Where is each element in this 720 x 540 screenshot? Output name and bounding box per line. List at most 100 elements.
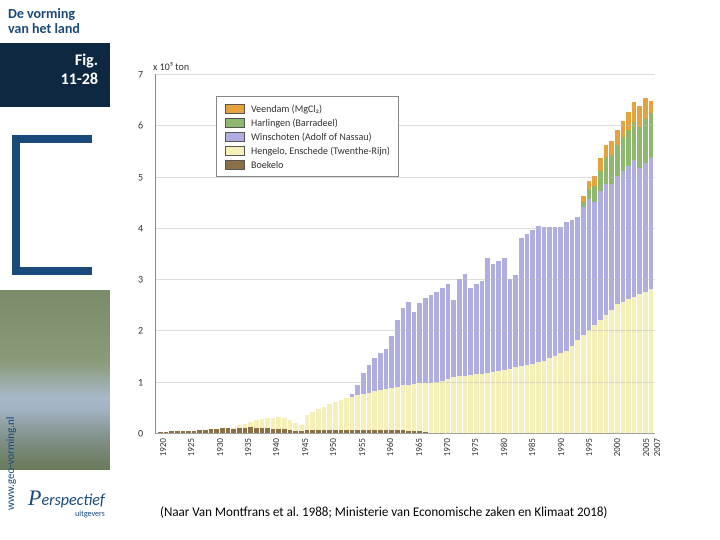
bar — [355, 385, 360, 433]
legend-label: Veendam (MgCl₂) — [251, 102, 322, 115]
bar-segment — [564, 222, 569, 351]
bar — [446, 284, 451, 433]
bar-segment — [496, 371, 501, 433]
caption: (Naar Van Montfrans et al. 1988; Ministe… — [160, 505, 607, 520]
bar-segment — [350, 397, 355, 430]
legend-label: Harlingen (Barradeel) — [251, 116, 338, 129]
bar-segment — [293, 423, 298, 431]
bar-segment — [643, 292, 648, 433]
gridline — [156, 382, 655, 383]
bar-segment — [626, 299, 631, 433]
bar — [299, 425, 304, 433]
bar-segment — [355, 385, 360, 395]
bar — [378, 353, 383, 433]
bar-segment — [615, 304, 620, 433]
bar — [587, 181, 592, 433]
bar-segment — [327, 404, 332, 430]
bar-segment — [626, 112, 631, 130]
legend-swatch — [225, 132, 245, 142]
bar — [536, 226, 541, 433]
bar-segment — [598, 191, 603, 320]
bar-segment — [440, 288, 445, 381]
bar-segment — [525, 234, 530, 365]
bar — [260, 419, 265, 433]
logo-sub: uitgevers — [28, 509, 105, 519]
bar-segment — [621, 137, 626, 170]
bar — [513, 275, 518, 433]
bar — [327, 404, 332, 433]
bar — [530, 230, 535, 433]
fig-label-1: Fig. — [12, 51, 98, 70]
publisher-logo: Perspectief uitgevers — [28, 485, 105, 519]
legend-swatch — [225, 146, 245, 156]
bar-segment — [621, 121, 626, 137]
bar-segment — [615, 176, 620, 305]
bar-segment — [587, 199, 592, 330]
bar-segment — [412, 312, 417, 384]
bar — [643, 98, 648, 433]
gridline — [156, 74, 655, 75]
bar-segment — [570, 220, 575, 346]
bar — [417, 303, 422, 433]
figure-band: Fig. 11-28 — [0, 43, 110, 107]
bar-segment — [440, 381, 445, 433]
bar-segment — [609, 141, 614, 155]
legend-label: Boekelo — [251, 158, 283, 171]
xtick-label: 2007 — [652, 438, 690, 456]
bar — [649, 101, 654, 433]
bar-segment — [536, 362, 541, 433]
bar — [592, 176, 597, 433]
bar — [626, 112, 631, 433]
page-root: De vorming van het land Fig. 11-28 www.g… — [0, 0, 720, 540]
bar-segment — [434, 292, 439, 382]
bar-segment — [542, 227, 547, 361]
bar — [570, 220, 575, 433]
bar — [384, 349, 389, 433]
gridline — [156, 433, 655, 434]
bar-segment — [474, 374, 479, 433]
bar-segment — [547, 358, 552, 433]
bar — [395, 320, 400, 433]
bar-segment — [587, 181, 592, 189]
bar-segment — [310, 412, 315, 430]
bar-segment — [316, 409, 321, 430]
bar — [502, 258, 507, 433]
bar-segment — [637, 106, 642, 127]
bar — [288, 420, 293, 433]
bar — [401, 308, 406, 433]
bar — [372, 358, 377, 433]
bar-segment — [626, 130, 631, 166]
bar-segment — [649, 289, 654, 433]
bar — [632, 102, 637, 433]
legend-row: Harlingen (Barradeel) — [225, 116, 390, 129]
bar-segment — [491, 264, 496, 372]
bar-segment — [621, 171, 626, 302]
plot-area: Veendam (MgCl₂)Harlingen (Barradeel)Wins… — [155, 74, 655, 434]
fig-label-2: 11-28 — [12, 70, 98, 89]
bar-segment — [406, 302, 411, 384]
bar-segment — [276, 417, 281, 429]
bar — [457, 279, 462, 433]
bar-segment — [260, 419, 265, 428]
decorative-bracket — [12, 135, 92, 275]
legend: Veendam (MgCl₂)Harlingen (Barradeel)Wins… — [216, 96, 399, 177]
bar-segment — [604, 315, 609, 433]
bar-segment — [480, 374, 485, 433]
bar-segment — [570, 346, 575, 433]
bar-segment — [575, 340, 580, 433]
bar-segment — [389, 388, 394, 430]
bar-segment — [632, 122, 637, 161]
legend-row: Winschoten (Adolf of Nassau) — [225, 130, 390, 143]
bar-segment — [609, 155, 614, 183]
bar-segment — [513, 367, 518, 433]
gridline — [156, 330, 655, 331]
bar-segment — [621, 302, 626, 433]
bar-segment — [604, 184, 609, 315]
bar-segment — [406, 385, 411, 431]
bar — [271, 418, 276, 433]
bar-segment — [378, 353, 383, 390]
sidebar: De vorming van het land Fig. 11-28 www.g… — [0, 0, 110, 540]
ytick-label: 5 — [138, 170, 143, 183]
bar — [423, 298, 428, 433]
bar-segment — [519, 238, 524, 367]
